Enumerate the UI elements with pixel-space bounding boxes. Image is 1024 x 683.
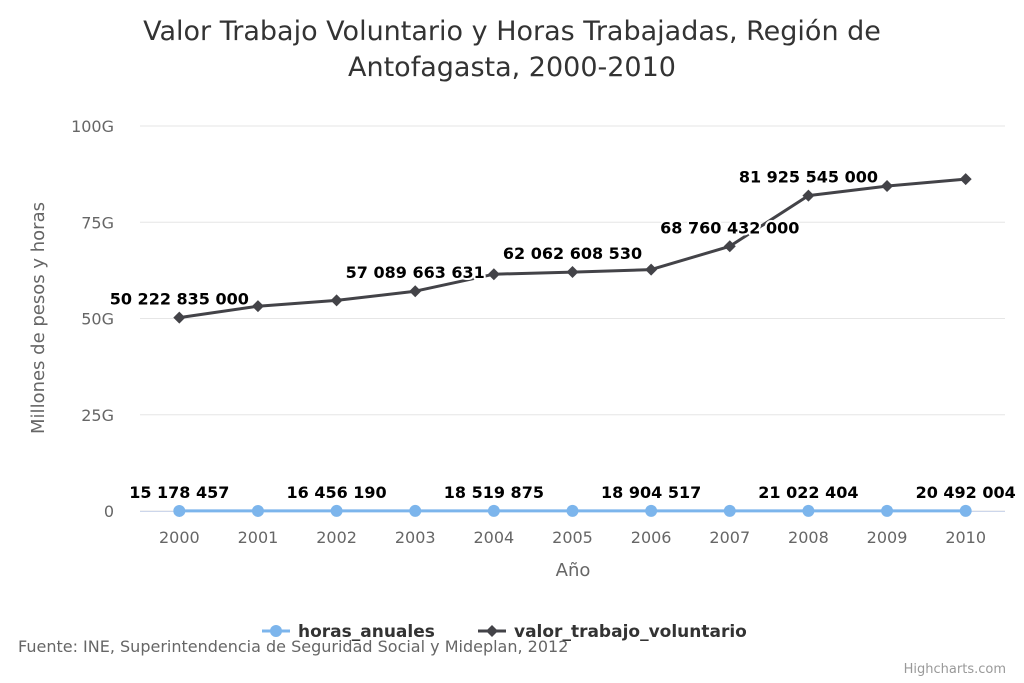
data-label: 57 089 663 631	[346, 263, 485, 282]
data-label: 50 222 835 000	[110, 290, 249, 309]
x-axis-title: Año	[556, 560, 591, 581]
series-layer	[173, 173, 972, 517]
data-point[interactable]	[487, 504, 500, 517]
data-point[interactable]	[723, 240, 736, 253]
chart-title-line-2: Antofagasta, 2000-2010	[348, 52, 676, 83]
x-tick-label: 2008	[788, 528, 829, 547]
legend-marker	[486, 625, 498, 637]
chart-title-line-1: Valor Trabajo Voluntario y Horas Trabaja…	[143, 16, 881, 47]
x-tick-label: 2010	[945, 528, 986, 547]
data-point[interactable]	[409, 504, 422, 517]
x-tick-label: 2002	[316, 528, 357, 547]
x-tick-label: 2003	[395, 528, 436, 547]
legend-item-horas_anuales[interactable]: horas_anuales	[262, 622, 435, 642]
source-note: Fuente: INE, Superintendencia de Segurid…	[18, 637, 568, 656]
data-label: 62 062 608 530	[503, 244, 642, 263]
data-point[interactable]	[330, 294, 343, 307]
legend-item-valor_trabajo_voluntario[interactable]: valor_trabajo_voluntario	[478, 622, 747, 642]
data-point[interactable]	[881, 180, 894, 193]
data-label: 16 456 190	[286, 483, 386, 502]
data-label: 18 519 875	[444, 483, 544, 502]
data-point[interactable]	[330, 504, 343, 517]
data-point[interactable]	[645, 504, 658, 517]
data-point[interactable]	[959, 504, 972, 517]
data-label: 15 178 457	[129, 483, 229, 502]
data-point[interactable]	[802, 189, 815, 202]
x-tick-label: 2004	[474, 528, 515, 547]
data-point[interactable]	[802, 504, 815, 517]
data-point[interactable]	[173, 504, 186, 517]
x-tick-label: 2000	[159, 528, 200, 547]
data-point[interactable]	[959, 173, 972, 186]
data-label: 18 904 517	[601, 483, 701, 502]
legend: horas_anuales valor_trabajo_voluntario	[262, 622, 747, 642]
data-point[interactable]	[566, 266, 579, 279]
data-label: 68 760 432 000	[660, 218, 799, 237]
data-labels-layer: 15 178 457 16 456 190 18 519 875 18 904 517…	[108, 166, 1018, 504]
data-label: 20 492 004	[916, 483, 1016, 502]
x-tick-label: 2005	[552, 528, 593, 547]
data-point[interactable]	[487, 268, 500, 281]
y-tick-label: 100G	[71, 117, 114, 136]
y-axis-title: Millones de pesos y horas	[28, 202, 49, 434]
data-point[interactable]	[409, 285, 422, 298]
data-label: 21 022 404	[758, 483, 858, 502]
legend-label: horas_anuales	[298, 622, 435, 642]
data-point[interactable]	[566, 504, 579, 517]
y-tick-label: 0	[104, 502, 114, 521]
x-tick-label: 2009	[867, 528, 908, 547]
legend-marker	[270, 625, 282, 637]
data-point[interactable]	[251, 504, 264, 517]
credits-link[interactable]: Highcharts.com	[904, 662, 1006, 677]
data-point[interactable]	[173, 311, 186, 324]
y-tick-label: 25G	[81, 406, 114, 425]
y-axis-ticks: 0 25G 50G 75G 100G	[71, 117, 114, 521]
x-tick-label: 2006	[631, 528, 672, 547]
data-point[interactable]	[881, 504, 894, 517]
legend-label: valor_trabajo_voluntario	[514, 622, 747, 642]
x-axis-ticks: 2000 2001 2002 2003 2004 2005 2006 2007 2008 2009…	[159, 528, 986, 547]
data-point[interactable]	[723, 504, 736, 517]
y-tick-label: 75G	[81, 213, 114, 232]
x-tick-label: 2001	[238, 528, 279, 547]
data-point[interactable]	[645, 263, 658, 276]
y-tick-label: 50G	[81, 310, 114, 329]
x-tick-label: 2007	[709, 528, 750, 547]
data-point[interactable]	[251, 300, 264, 313]
data-label: 81 925 545 000	[739, 168, 878, 187]
